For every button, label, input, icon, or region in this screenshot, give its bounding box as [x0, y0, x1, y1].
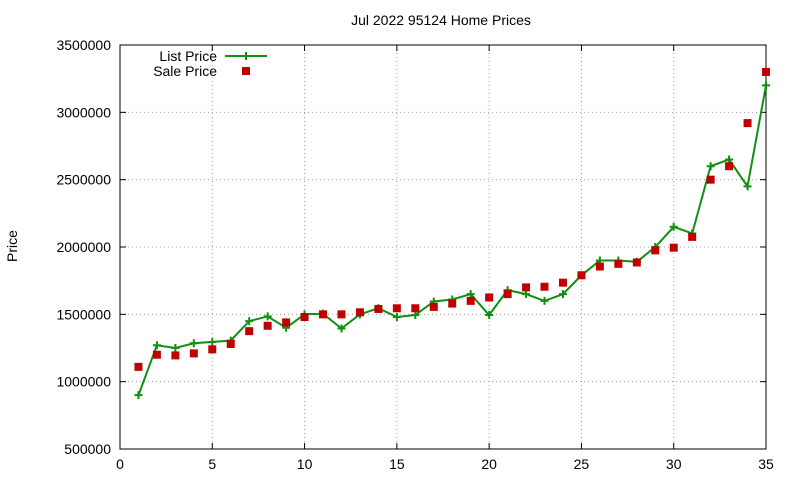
- list-price-point: [245, 317, 254, 326]
- list-price-point: [522, 290, 531, 299]
- list-price-point: [411, 311, 420, 320]
- sale-price-point: [503, 290, 512, 299]
- y-tick-label: 1500000: [56, 306, 111, 322]
- sale-price-point: [392, 304, 401, 313]
- x-tick-label: 30: [666, 456, 682, 472]
- sale-price-point: [429, 302, 438, 311]
- sale-price-point: [245, 327, 254, 336]
- chart-title: Jul 2022 95124 Home Prices: [351, 12, 531, 28]
- x-tick-label: 5: [208, 456, 216, 472]
- grid: [120, 45, 766, 449]
- x-tick-label: 20: [481, 456, 497, 472]
- sale-price-point: [595, 262, 604, 271]
- sale-price-point: [743, 119, 752, 128]
- list-price-point: [171, 344, 180, 352]
- list-price-point: [540, 296, 549, 305]
- legend-sample-sale-price: [242, 67, 250, 75]
- y-tick-label: 2500000: [56, 172, 111, 188]
- sale-price-point: [411, 304, 420, 313]
- series-layer: [134, 67, 770, 400]
- list-price-point: [152, 341, 161, 350]
- legend: List Price Sale Price: [153, 48, 267, 79]
- sale-price-point: [651, 246, 660, 255]
- y-axis-label: Price: [4, 230, 20, 262]
- legend-label-sale-price: Sale Price: [153, 63, 217, 79]
- sale-price-point: [558, 278, 567, 287]
- list-price-point: [208, 337, 217, 346]
- sale-price-point: [448, 299, 457, 308]
- sale-price-point: [282, 318, 291, 327]
- list-price-line: [137, 85, 767, 396]
- list-price-point: [466, 290, 475, 299]
- axes: 0 5 10 15 20 25 30 35 500000 1000000 1500000 200000…: [56, 37, 774, 472]
- sale-price-point: [706, 175, 715, 184]
- sale-price-point: [319, 310, 328, 319]
- x-tick-label: 35: [758, 456, 774, 472]
- sale-price-point: [762, 67, 770, 76]
- list-price-point: [706, 162, 715, 171]
- legend-sample-list-price-marker: [242, 52, 250, 60]
- y-tick-label: 3000000: [56, 104, 111, 120]
- x-tick-label: 25: [574, 456, 590, 472]
- list-price-point: [189, 339, 198, 348]
- sale-price-point: [632, 258, 641, 267]
- list-price-point: [134, 391, 143, 400]
- sale-price-point: [152, 350, 161, 359]
- y-tick-label: 1000000: [56, 374, 111, 390]
- y-tick-label: 500000: [64, 441, 111, 457]
- sale-price-point: [614, 259, 623, 268]
- list-price-point: [485, 311, 494, 320]
- x-tick-label: 0: [116, 456, 124, 472]
- sale-price-point: [485, 293, 494, 302]
- sale-price-point: [725, 162, 734, 171]
- sale-price-point: [171, 351, 180, 360]
- list-price-point: [392, 313, 401, 322]
- sale-price-point: [669, 243, 678, 252]
- list-price-point: [669, 222, 678, 231]
- list-price-point: [762, 81, 770, 90]
- sale-price-point: [522, 283, 531, 292]
- sale-price-point: [688, 232, 697, 241]
- sale-price-point: [577, 271, 586, 280]
- list-price-point: [263, 312, 272, 321]
- list-price-point: [337, 324, 346, 333]
- list-price-point: [725, 155, 734, 164]
- sale-price-point: [300, 313, 309, 322]
- sale-price-point: [263, 321, 272, 330]
- sale-price-point: [189, 349, 198, 358]
- sale-price-point: [355, 308, 364, 317]
- x-tick-label: 10: [297, 456, 313, 472]
- y-tick-label: 2000000: [56, 239, 111, 255]
- y-tick-label: 3500000: [56, 37, 111, 53]
- list-price-point: [743, 182, 752, 191]
- sale-price-point: [134, 362, 143, 371]
- sale-price-point: [466, 296, 475, 305]
- sale-price-point: [208, 345, 217, 354]
- sale-price-point: [226, 339, 235, 348]
- sale-price-point: [540, 282, 549, 291]
- list-price-point: [558, 290, 567, 299]
- legend-label-list-price: List Price: [159, 48, 217, 64]
- x-tick-label: 15: [389, 456, 405, 472]
- sale-price-point: [374, 304, 383, 313]
- sale-price-point: [337, 310, 346, 319]
